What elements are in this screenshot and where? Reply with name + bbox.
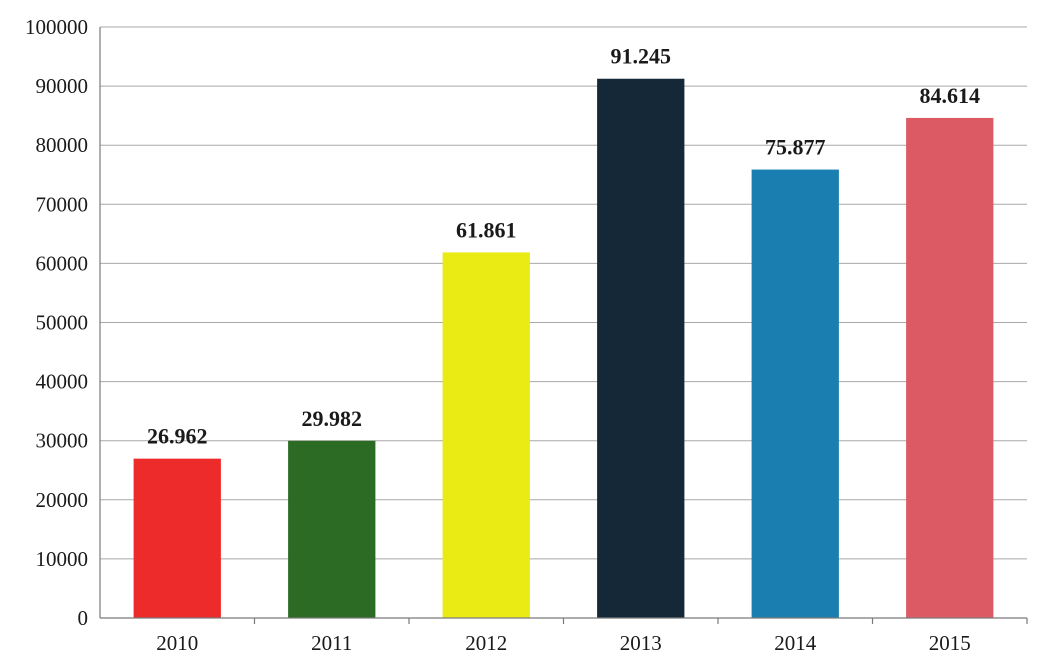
- x-tick-label: 2012: [465, 631, 507, 655]
- y-tick-label: 20000: [36, 488, 89, 512]
- bar-2014: [751, 169, 839, 618]
- y-tick-label: 50000: [36, 311, 89, 335]
- labels: 0 10000 20000 30000 40000 50000 60000 70000 8000…: [25, 15, 980, 655]
- bar-2013: [597, 78, 685, 618]
- y-tick-label: 90000: [36, 74, 89, 98]
- data-label: 29.982: [302, 406, 363, 431]
- gridlines: [100, 26, 1027, 560]
- data-label: 91.245: [611, 44, 672, 69]
- axes: [99, 27, 1028, 624]
- y-tick-label: 40000: [36, 370, 89, 394]
- data-label: 84.614: [920, 83, 981, 108]
- data-label: 26.962: [147, 424, 208, 449]
- x-tick-label: 2014: [774, 631, 817, 655]
- y-tick-label: 0: [78, 606, 89, 630]
- bar-2010: [133, 458, 221, 618]
- bar-2015: [906, 117, 994, 618]
- x-tick-label: 2015: [929, 631, 971, 655]
- y-tick-label: 100000: [25, 15, 88, 39]
- y-tick-label: 70000: [36, 192, 89, 216]
- data-label: 61.861: [456, 217, 517, 242]
- x-tick-label: 2011: [311, 631, 352, 655]
- y-tick-label: 10000: [36, 547, 89, 571]
- data-label: 75.877: [765, 135, 826, 160]
- y-tick-label: 80000: [36, 133, 89, 157]
- y-tick-label: 60000: [36, 251, 89, 275]
- bar-2011: [288, 440, 376, 618]
- bars: [133, 78, 994, 618]
- x-tick-label: 2010: [156, 631, 198, 655]
- x-tick-label: 2013: [620, 631, 662, 655]
- y-tick-label: 30000: [36, 429, 89, 453]
- bar-2012: [442, 252, 530, 618]
